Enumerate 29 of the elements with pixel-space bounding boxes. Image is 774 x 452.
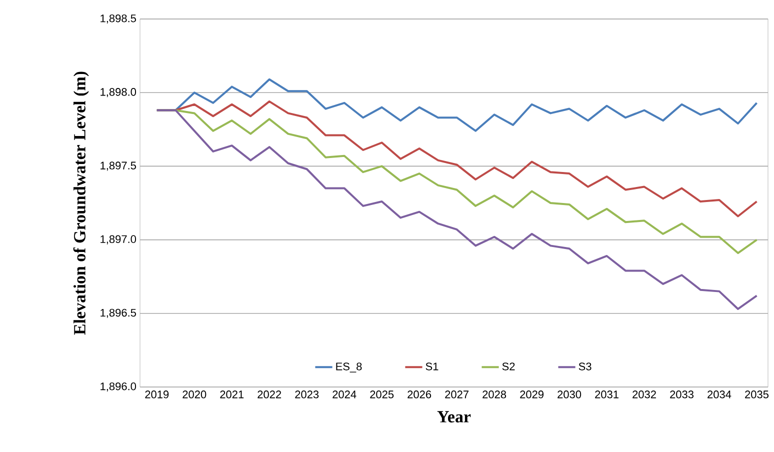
- legend-label: ES_8: [336, 362, 362, 372]
- x-axis-title: Year: [437, 411, 471, 422]
- x-tick-label: 2022: [258, 390, 282, 398]
- x-tick-label: 2023: [295, 390, 319, 398]
- legend-label: S2: [502, 362, 515, 370]
- legend-label: S1: [426, 362, 438, 370]
- x-tick-label: 2030: [558, 390, 582, 398]
- y-tick-label: 1,898.0: [100, 88, 136, 98]
- y-axis-title: Elevation of Groundwater Level (m): [73, 72, 89, 335]
- x-tick-label: 2027: [445, 390, 468, 398]
- y-tick-label: 1,898.5: [100, 14, 136, 24]
- y-tick-label: 1,897.0: [100, 235, 136, 244]
- x-tick-label: 2031: [595, 390, 618, 398]
- x-tick-label: 2035: [745, 390, 769, 398]
- x-tick-label: 2019: [145, 390, 169, 398]
- x-tick-label: 2034: [708, 390, 732, 398]
- x-tick-label: 2026: [408, 390, 432, 398]
- x-tick-label: 2024: [332, 390, 356, 398]
- x-tick-label: 2028: [482, 390, 506, 398]
- x-tick-label: 2021: [220, 390, 244, 398]
- x-tick-label: 2033: [670, 390, 694, 398]
- x-tick-label: 2020: [182, 390, 206, 398]
- y-tick-label: 1,897.5: [100, 162, 136, 171]
- legend-label: S3: [578, 362, 592, 370]
- x-tick-label: 2032: [632, 390, 656, 398]
- y-tick-label: 1,896.5: [100, 308, 136, 318]
- x-tick-label: 2029: [520, 390, 544, 398]
- x-tick-label: 2025: [370, 390, 394, 398]
- y-tick-label: 1,896.0: [100, 382, 136, 392]
